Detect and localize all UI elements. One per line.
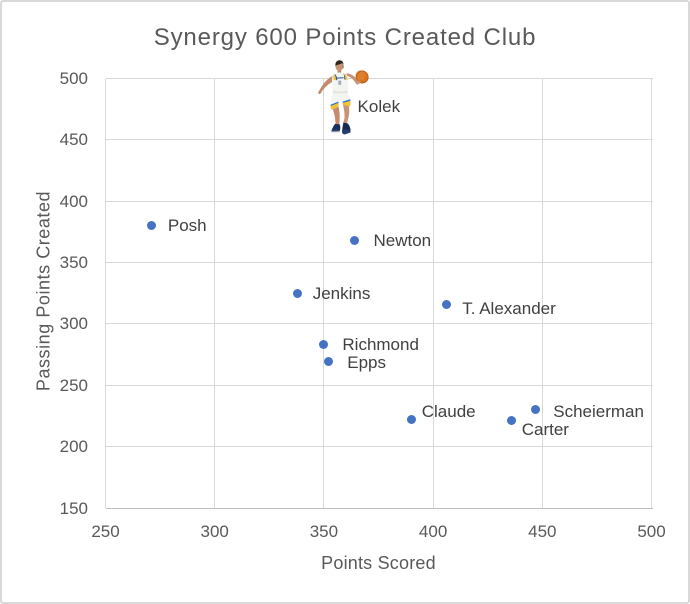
y-tick-label: 400 bbox=[59, 191, 88, 211]
y-tick-label: 350 bbox=[59, 253, 88, 273]
data-point-label: Richmond bbox=[342, 334, 419, 354]
y-gridline bbox=[105, 262, 653, 264]
data-point-label: Claude bbox=[421, 402, 476, 422]
y-gridline bbox=[105, 323, 653, 325]
y-gridline bbox=[105, 78, 653, 79]
y-tick-label: 200 bbox=[59, 437, 88, 457]
data-point-label: Kolek bbox=[357, 97, 401, 117]
x-gridline bbox=[105, 78, 106, 508]
data-point-dot bbox=[531, 405, 541, 415]
y-tick-label: 450 bbox=[59, 130, 88, 150]
x-tick-label: 400 bbox=[418, 522, 448, 541]
data-point-label: T. Alexander bbox=[462, 298, 556, 318]
x-tick-label: 500 bbox=[637, 522, 666, 541]
chart-title: Synergy 600 Points Created Club bbox=[153, 24, 537, 51]
data-point-dot bbox=[441, 299, 451, 309]
y-tick-label: 500 bbox=[59, 69, 88, 88]
x-gridline bbox=[432, 78, 434, 508]
kolek-player-image bbox=[318, 59, 369, 134]
x-tick-label: 300 bbox=[200, 522, 229, 541]
data-point-label: Epps bbox=[347, 353, 387, 373]
y-tick-label: 250 bbox=[59, 375, 88, 395]
x-gridline bbox=[651, 78, 652, 508]
data-point-dot bbox=[406, 415, 416, 425]
x-axis-title: Points Scored bbox=[321, 553, 436, 573]
data-point-dot bbox=[507, 416, 517, 426]
data-point-label: Newton bbox=[373, 231, 432, 251]
data-point-dot bbox=[293, 288, 303, 298]
x-tick-label: 350 bbox=[309, 522, 339, 541]
y-gridline bbox=[105, 200, 653, 202]
y-tick-label: 300 bbox=[59, 314, 88, 334]
data-point-dot bbox=[349, 235, 359, 245]
data-point-label: Posh bbox=[167, 215, 207, 235]
y-gridline bbox=[105, 384, 653, 386]
data-point-label: Carter bbox=[521, 419, 569, 439]
x-gridline bbox=[214, 78, 216, 508]
data-point-label: Jenkins bbox=[312, 283, 371, 303]
y-axis-title: Passing Points Created bbox=[33, 190, 54, 392]
y-tick-label: 150 bbox=[59, 498, 88, 518]
data-point-label: Scheierman bbox=[553, 402, 644, 422]
basketball-icon bbox=[355, 69, 369, 84]
y-gridline bbox=[105, 446, 653, 448]
data-point-dot bbox=[323, 357, 333, 367]
x-gridline bbox=[541, 78, 543, 508]
x-tick-label: 450 bbox=[528, 522, 557, 541]
x-tick-label: 250 bbox=[91, 522, 120, 541]
x-gridline bbox=[323, 78, 325, 508]
data-point-dot bbox=[319, 340, 329, 350]
data-point-dot bbox=[146, 221, 156, 231]
y-gridline bbox=[105, 139, 653, 141]
x-axis-line bbox=[105, 507, 653, 509]
